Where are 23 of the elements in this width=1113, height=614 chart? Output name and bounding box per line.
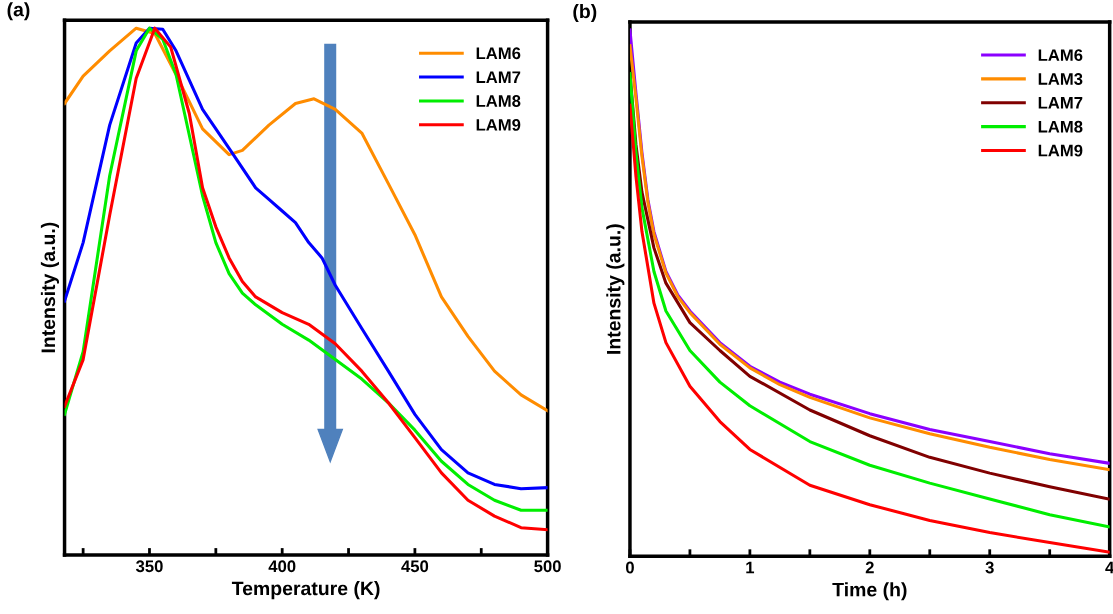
text: (b) bbox=[573, 3, 597, 23]
text: (a) bbox=[7, 2, 30, 21]
legend-label: LAM9 bbox=[476, 118, 521, 131]
x-tick-label: 500 bbox=[534, 560, 561, 573]
x-tick-label: 2 bbox=[865, 561, 874, 574]
x-tick-label: 350 bbox=[135, 560, 163, 573]
x-tick-label: 3 bbox=[985, 561, 994, 574]
legend-label: LAM9 bbox=[1038, 144, 1083, 157]
x-tick-label: 400 bbox=[268, 560, 296, 573]
legend-label: LAM3 bbox=[1038, 73, 1083, 85]
x-tick-label: 450 bbox=[401, 560, 429, 573]
legend-label: LAM6 bbox=[476, 47, 521, 60]
x-tick-label: 1 bbox=[746, 561, 755, 574]
y-axis-title: Intensity (a.u.) bbox=[40, 222, 59, 353]
x-axis-title: Temperature (K) bbox=[231, 581, 380, 600]
legend-label: LAM6 bbox=[1038, 49, 1083, 62]
x-tick-label: 0 bbox=[625, 561, 634, 574]
y-axis-title: Intensity (a.u.) bbox=[606, 224, 625, 354]
legend-label: LAM8 bbox=[476, 95, 521, 107]
legend-label: LAM7 bbox=[476, 71, 521, 83]
legend-label: LAM7 bbox=[1038, 97, 1083, 109]
legend-label: LAM8 bbox=[1038, 120, 1083, 133]
x-axis-title: Time (h) bbox=[832, 582, 907, 601]
